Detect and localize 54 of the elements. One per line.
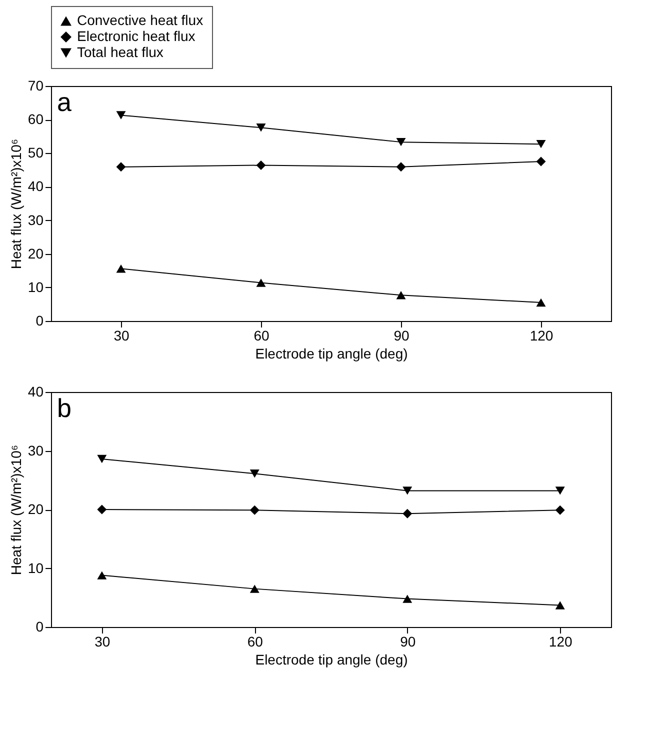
point: [555, 601, 565, 610]
legend-label: Electronic heat flux: [77, 28, 196, 44]
legend-label: Convective heat flux: [77, 12, 204, 28]
point: [402, 594, 412, 603]
point: [97, 571, 107, 580]
y-tick-label: 30: [28, 442, 44, 458]
x-tick-label: 90: [400, 634, 416, 650]
y-tick-label: 70: [28, 78, 44, 94]
x-tick-label: 120: [530, 328, 554, 344]
point: [116, 162, 126, 172]
point: [555, 505, 565, 515]
y-tick-label: 0: [36, 312, 44, 328]
y-tick-label: 20: [28, 245, 44, 262]
point: [256, 278, 266, 287]
point: [536, 140, 546, 148]
point: [116, 111, 126, 120]
x-axis-title: Electrode tip angle (deg): [255, 346, 408, 362]
point: [555, 486, 565, 495]
point: [256, 124, 266, 132]
y-tick-label: 40: [28, 384, 44, 400]
y-tick-label: 30: [28, 212, 44, 228]
x-tick-label: 30: [94, 634, 110, 650]
x-tick-label: 30: [114, 328, 130, 344]
point: [396, 291, 406, 300]
point: [250, 584, 260, 593]
y-tick-label: 50: [28, 144, 44, 161]
point: [116, 264, 126, 273]
point: [256, 160, 266, 170]
y-axis-title: Heat flux (W/m²)x10⁶: [8, 138, 24, 270]
annotation: b: [57, 393, 72, 423]
point: [250, 470, 260, 478]
y-tick-label: 40: [28, 178, 44, 194]
x-tick-label: 120: [548, 634, 572, 650]
point: [536, 298, 546, 307]
point: [97, 504, 107, 514]
point: [402, 508, 412, 518]
point: [97, 454, 107, 464]
annotation: a: [57, 87, 72, 117]
x-tick-label: 60: [247, 634, 264, 650]
point: [250, 505, 260, 515]
y-tick-label: 10: [28, 560, 44, 576]
y-tick-label: 10: [28, 278, 44, 295]
y-tick-label: 60: [28, 111, 44, 128]
point: [402, 486, 412, 495]
point: [396, 162, 406, 172]
y-tick-label: 20: [28, 501, 44, 517]
x-tick-label: 60: [254, 328, 270, 344]
x-tick-label: 90: [394, 328, 410, 344]
y-tick-label: 0: [36, 618, 44, 634]
legend-label: Total heat flux: [77, 44, 164, 60]
x-axis-title: Electrode tip angle (deg): [255, 652, 408, 668]
point: [396, 138, 406, 146]
y-axis-title: Heat flux (W/m²)x10⁶: [8, 444, 24, 576]
point: [536, 156, 546, 166]
